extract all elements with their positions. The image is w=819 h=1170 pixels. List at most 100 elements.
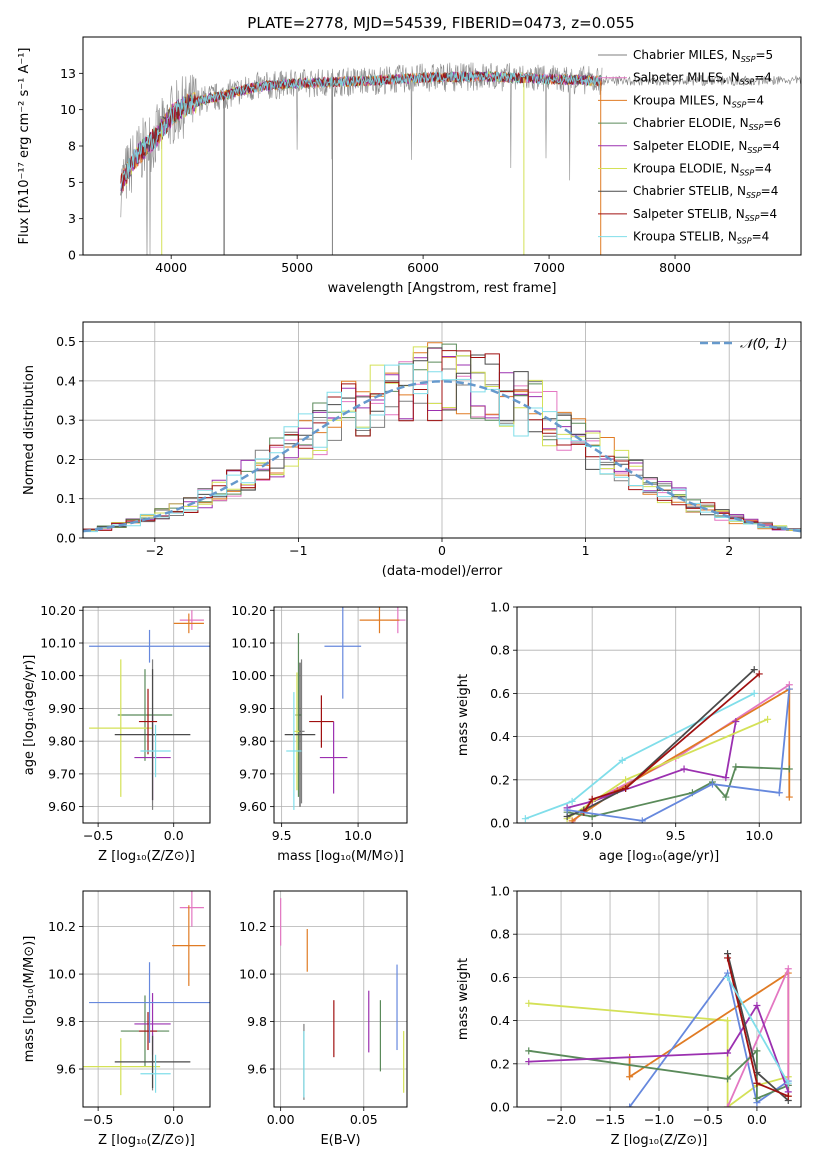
weight-series-line [571, 687, 791, 822]
y-tick-label: 9.90 [48, 701, 76, 716]
weight-series-marker [680, 765, 688, 773]
x-tick-label: 0.00 [267, 1112, 295, 1127]
y-tick-label: 9.80 [239, 734, 267, 749]
legend-label-text: Chabrier MILES, N [633, 48, 741, 62]
legend-label: Salpeter ELODIE, NSSP=4 [633, 139, 780, 155]
plot-area [525, 950, 792, 1107]
y-tick-label: 0.2 [56, 452, 76, 467]
legend-label-text: Chabrier STELIB, N [633, 184, 746, 198]
axes-frame [273, 890, 408, 1108]
y-tick-label: 13 [60, 66, 76, 81]
weight-series-marker [568, 797, 576, 805]
y-axis-label: mass [log₁₀(M/M⊙)] [22, 936, 37, 1063]
x-axis-label: age [log₁₀(age/yr)] [599, 849, 720, 864]
weight-series-marker [724, 1017, 732, 1025]
y-tick-label: 0 [68, 248, 76, 263]
weight-vs-Z-panel: −2.0 −1.5 −1.0 −0.5 0.0 0.0 0.2 0.4 0.6 0.8 1.0 Z [… [456, 884, 802, 1148]
axes-frame [82, 36, 802, 256]
weight-series-marker [753, 1079, 761, 1087]
y-tick-label: 0.5 [56, 334, 76, 349]
weight-series-marker [622, 776, 630, 784]
y-tick-label: 0.0 [490, 1100, 510, 1115]
plot-area [89, 610, 210, 810]
weight-series-marker [525, 1047, 533, 1055]
x-tick-label: −1.5 [595, 1112, 625, 1127]
y-tick-label: 0.8 [490, 927, 510, 942]
legend-label-sub: SSP [745, 214, 760, 223]
weight-series-line [525, 692, 755, 820]
x-axis-label: wavelength [Angstrom, rest frame] [328, 281, 557, 296]
weight-series-marker [753, 1001, 761, 1009]
weight-series-marker [724, 1049, 732, 1057]
mass-vs-Z-panel: −0.5 0.0 9.6 9.8 10.0 10.2 Z [log₁₀(Z/Z⊙)] mass… [22, 890, 211, 1148]
x-tick-label: 2 [725, 543, 733, 558]
y-tick-label: 0.0 [56, 531, 76, 546]
axes-frame [82, 606, 211, 824]
x-tick-label: 4000 [155, 260, 187, 275]
x-tick-label: 1 [582, 543, 590, 558]
x-axis-label: Z [log₁₀(Z/Z⊙)] [98, 1133, 195, 1148]
x-tick-label: 0.0 [747, 1112, 767, 1127]
weight-series-marker [588, 795, 596, 803]
y-tick-label: 5 [68, 175, 76, 190]
y-tick-label: 9.8 [247, 1014, 267, 1029]
legend-label: Salpeter MILES, NSSP=4 [633, 71, 772, 87]
y-tick-label: 0.0 [490, 816, 510, 831]
y-tick-label: 9.6 [247, 1062, 267, 1077]
legend-label-sub: SSP [741, 55, 756, 64]
y-axis-label: Flux [fλ10⁻¹⁷ erg cm⁻² s⁻¹ A⁻¹] [17, 48, 32, 245]
y-tick-label: 1.0 [490, 884, 510, 899]
y-tick-label: 9.70 [239, 766, 267, 781]
y-tick-label: 3 [68, 211, 76, 226]
legend-label-sub: SSP [749, 123, 764, 132]
x-tick-label: 9.5 [272, 828, 292, 843]
legend-label-text: Salpeter STELIB, N [633, 207, 745, 221]
mass-vs-EBV-panel: 0.00 0.05 9.6 9.8 10.0 10.2 E(B-V) [239, 890, 408, 1148]
plot-area [521, 666, 793, 823]
y-tick-label: 10.10 [40, 636, 76, 651]
y-tick-label: 0.2 [490, 772, 510, 787]
x-tick-label: 0.0 [164, 1112, 184, 1127]
y-tick-label: 0.6 [490, 970, 510, 985]
legend-label-tail: =4 [759, 207, 777, 221]
y-tick-label: 0.4 [490, 1013, 510, 1028]
weight-series-marker [521, 815, 529, 823]
x-tick-label: −0.5 [693, 1112, 723, 1127]
weight-vs-age-panel: 9.0 9.5 10.0 0.0 0.2 0.4 0.6 0.8 1.0 age [log₁₀(a… [456, 600, 802, 864]
legend-label: Kroupa MILES, NSSP=4 [633, 93, 764, 109]
plot-area [83, 891, 210, 1096]
spectrum-panel: 4000 5000 6000 7000 8000 0 3 5 8 10 13 wavelength [… [17, 36, 802, 296]
legend-label: Chabrier ELODIE, NSSP=6 [633, 116, 781, 132]
legend-label-sub: SSP [740, 78, 755, 87]
y-axis-label: mass weight [456, 674, 471, 756]
y-axis-label: Normed distribution [22, 365, 37, 495]
y-tick-label: 0.1 [56, 491, 76, 506]
weight-series-line [726, 976, 790, 1084]
spectrum-line [120, 71, 602, 189]
weight-series-line [566, 668, 755, 818]
plot-area [280, 898, 405, 1100]
y-tick-label: 9.90 [239, 701, 267, 716]
plot-area [83, 342, 801, 533]
y-tick-label: 0.8 [490, 643, 510, 658]
legend-label-tail: =4 [752, 230, 770, 244]
legend-label-sub: SSP [747, 146, 762, 155]
legend-label-tail: =6 [763, 116, 781, 130]
weight-series-marker [785, 765, 793, 773]
x-axis-label: Z [log₁₀(Z/Z⊙)] [611, 1133, 708, 1148]
legend-label: Kroupa STELIB, NSSP=4 [633, 230, 769, 246]
x-tick-label: 0.0 [164, 828, 184, 843]
weight-series-line [583, 673, 760, 813]
weight-series-marker [755, 670, 763, 678]
x-tick-label: 0.05 [350, 1112, 378, 1127]
weight-series-marker [732, 717, 740, 725]
residuals-panel: −2 −1 0 1 2 0.0 0.1 0.2 0.3 0.4 0.5 (data-model)/er… [22, 321, 802, 579]
age-vs-mass-panel: 9.5 10.0 9.60 9.70 9.80 9.90 10.00 10.10 10.20 ma… [231, 603, 408, 864]
weight-series-marker [753, 1094, 761, 1102]
legend-label-sub: SSP [740, 169, 755, 178]
x-tick-label: −1.0 [644, 1112, 674, 1127]
y-tick-label: 0.6 [490, 686, 510, 701]
legend-label: Kroupa ELODIE, NSSP=4 [633, 162, 772, 178]
weight-series-marker [708, 780, 716, 788]
